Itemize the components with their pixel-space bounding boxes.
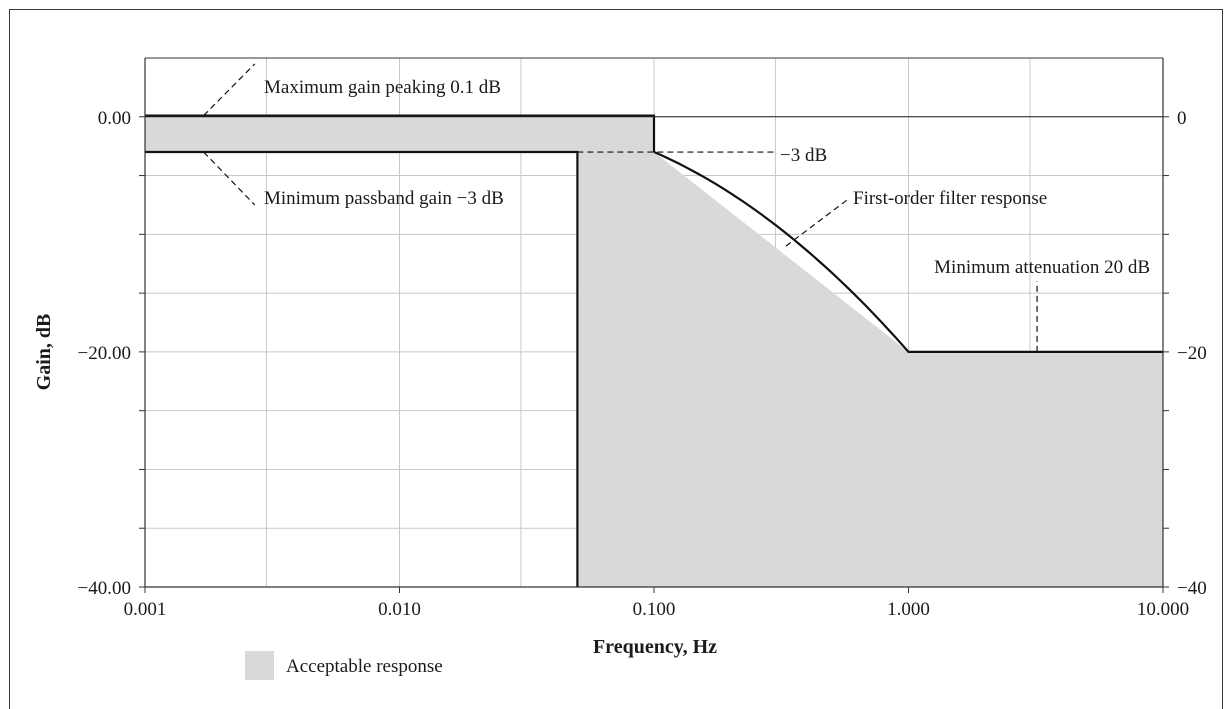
acceptable-region: [145, 115, 1163, 587]
annotation-min-atten: Minimum attenuation 20 dB: [934, 257, 1150, 278]
x-tick-label: 0.100: [633, 599, 676, 620]
annotation-max-gain: Maximum gain peaking 0.1 dB: [264, 77, 501, 98]
leader-min-passband: [203, 151, 256, 206]
annotation-min-passband: Minimum passband gain −3 dB: [264, 188, 504, 209]
acceptable-region-layer: [145, 115, 1163, 587]
annotation-first-order: First-order filter response: [853, 188, 1047, 209]
y-tick-label-right: −40: [1177, 578, 1207, 599]
boundary-min-passband: [145, 150, 579, 587]
leader-first-order: [785, 198, 849, 247]
x-tick-label: 0.001: [124, 599, 167, 620]
legend-swatch: [245, 651, 274, 680]
y-axis-label: Gain, dB: [33, 314, 55, 391]
leader-max-gain: [203, 63, 256, 117]
y-tick-label-left: 0.00: [98, 108, 131, 129]
legend: Acceptable response: [245, 651, 443, 680]
x-tick-label: 10.000: [1137, 599, 1189, 620]
boundary-first-order-response: [653, 150, 1163, 353]
y-tick-label-left: −20.00: [78, 343, 131, 364]
legend-label: Acceptable response: [286, 656, 443, 677]
annotations: Maximum gain peaking 0.1 dB Minimum passb…: [203, 63, 1150, 352]
boundary-max-gain: [145, 114, 656, 152]
axes: [139, 57, 1169, 593]
y-tick-label-left: −40.00: [78, 578, 131, 599]
x-axis-label: Frequency, Hz: [593, 636, 717, 658]
tick-labels: 0.001 0.010 0.100 1.000 10.000 0.00 −20.00 −40.…: [78, 108, 1207, 620]
y-tick-label-right: 0: [1177, 108, 1187, 129]
figure-frame: [9, 9, 1223, 709]
annotation-minus3: −3 dB: [780, 145, 827, 166]
y-tick-label-right: −20: [1177, 343, 1207, 364]
x-tick-label: 1.000: [887, 599, 930, 620]
x-tick-label: 0.010: [378, 599, 421, 620]
